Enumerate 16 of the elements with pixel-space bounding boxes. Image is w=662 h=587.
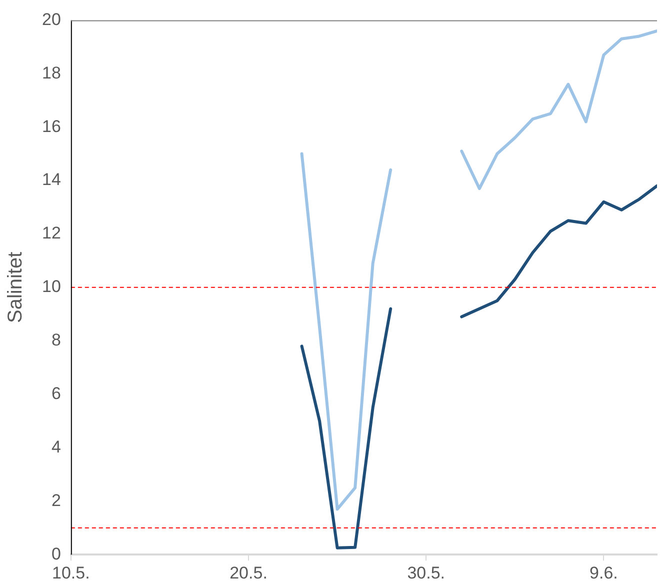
y-tick-label: 0 bbox=[51, 544, 61, 564]
x-tick-label: 10.5. bbox=[52, 563, 90, 582]
y-tick-label: 16 bbox=[42, 116, 61, 136]
y-tick-label: 8 bbox=[51, 330, 61, 350]
y-tick-label: 12 bbox=[42, 224, 61, 243]
y-tick-label: 4 bbox=[51, 437, 61, 456]
y-tick-label: 6 bbox=[51, 384, 61, 403]
y-tick-label: 10 bbox=[42, 277, 61, 296]
y-axis-title: Salinitet bbox=[4, 251, 27, 323]
x-tick-label: 9.6. bbox=[590, 563, 618, 582]
x-tick-label: 20.5. bbox=[230, 563, 268, 582]
y-tick-label: 18 bbox=[42, 63, 61, 82]
y-tick-label: 2 bbox=[51, 490, 61, 510]
y-tick-label: 20 bbox=[42, 10, 61, 29]
x-tick-label: 30.5. bbox=[407, 563, 446, 582]
y-tick-label: 14 bbox=[42, 170, 61, 190]
